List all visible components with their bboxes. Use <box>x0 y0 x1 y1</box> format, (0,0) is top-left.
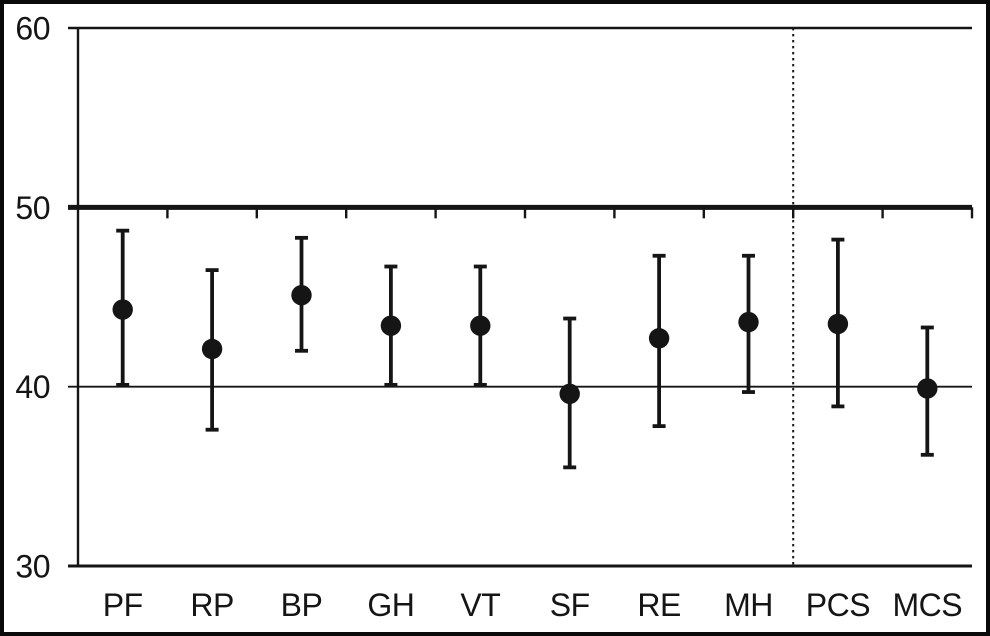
mean-marker-MCS <box>917 378 938 399</box>
mean-marker-GH <box>380 315 402 336</box>
y-tick-label-30: 30 <box>15 549 50 585</box>
mean-marker-PF <box>112 299 133 320</box>
mean-marker-RE <box>648 328 670 349</box>
mean-marker-SF <box>559 383 580 405</box>
mean-marker-PCS <box>827 313 849 335</box>
x-category-label-BP: BP <box>281 587 323 623</box>
mean-marker-RP <box>201 338 223 360</box>
y-tick-label-40: 40 <box>15 369 50 405</box>
x-category-label-GH: GH <box>367 587 414 623</box>
mean-marker-MH <box>738 311 759 333</box>
mean-marker-BP <box>291 285 312 306</box>
x-category-label-SF: SF <box>550 587 590 623</box>
y-tick-label-60: 60 <box>15 11 50 47</box>
x-category-label-PCS: PCS <box>806 587 870 623</box>
x-category-label-VT: VT <box>460 587 500 623</box>
mean-marker-VT <box>470 315 491 336</box>
x-category-label-PF: PF <box>103 587 143 623</box>
y-tick-label-50: 50 <box>15 190 50 226</box>
x-category-label-MH: MH <box>724 587 773 623</box>
x-category-label-RP: RP <box>190 587 233 623</box>
x-category-label-MCS: MCS <box>892 587 962 623</box>
x-category-label-RE: RE <box>637 587 680 623</box>
